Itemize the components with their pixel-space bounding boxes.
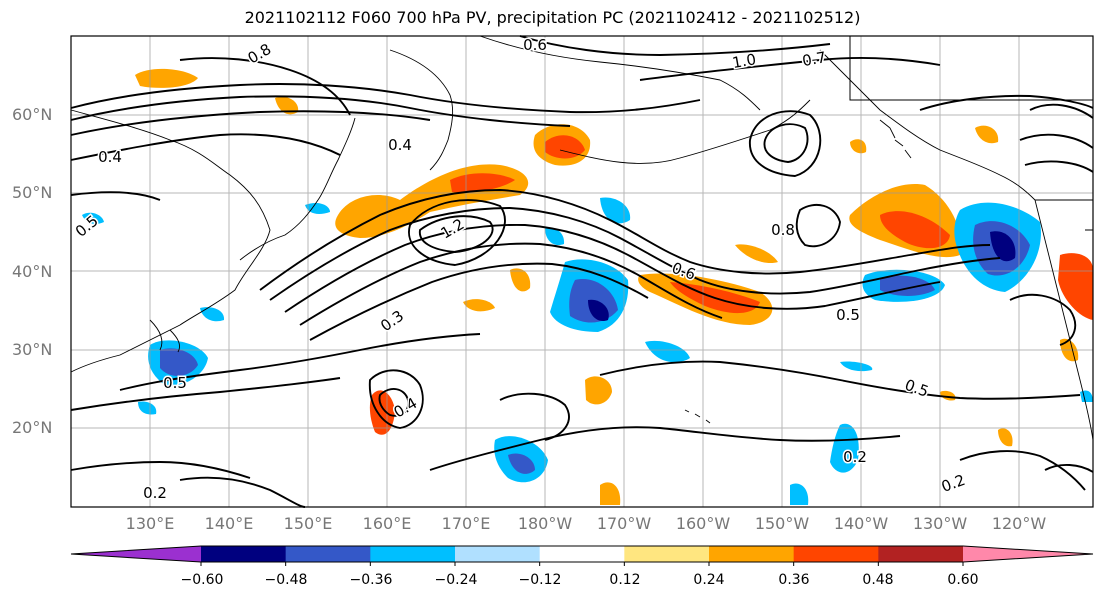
contour-label: 0.6 [523,36,547,54]
coastline-asia [70,109,271,373]
precip-negative-region [82,212,104,224]
colorbar-tick-label: 0.36 [778,572,810,588]
colorbar-tick-label: 0.24 [693,572,725,588]
colorbar-tick-label: −0.36 [349,572,393,588]
colorbar [70,545,1094,566]
lat-label: 40°N [12,262,53,281]
contour-label: 0.2 [143,484,167,502]
lat-label: 60°N [12,105,53,124]
colorbar-tick-label: 0.48 [862,572,894,588]
precip-positive-region [850,139,867,154]
lon-label: 160°E [362,514,412,533]
contour-label: 0.5 [836,306,860,324]
precip-negative-region [645,340,690,363]
coastline-hawaii [684,409,711,424]
map-frame [70,35,1094,508]
lon-label: 150°E [283,514,333,533]
precip-negative-region [305,202,330,214]
precip-negative-region [200,307,225,322]
precip-positive-core [880,211,950,249]
precip-negative-region [790,483,809,505]
coastline-siberia [479,35,761,111]
coastline-philippines [149,319,181,353]
contour-label: 0.8 [771,221,795,239]
precip-negative-core [990,231,1016,262]
contour-label: 0.2 [843,448,867,466]
lat-label: 30°N [12,340,53,359]
lat-label: 50°N [12,183,53,202]
lon-label: 120°W [991,514,1047,533]
lat-label: 20°N [12,418,53,437]
precip-negative-region [545,227,565,246]
colorbar-segment [624,546,710,562]
lon-label: 160°W [675,514,731,533]
lon-label: 130°W [912,514,968,533]
map-title: 2021102112 F060 700 hPa PV, precipitatio… [244,8,861,27]
precip-positive-region [585,376,612,405]
lon-label: 140°E [204,514,254,533]
colorbar-segment [539,546,625,562]
lon-label: 150°W [754,514,810,533]
contour-label: 0.5 [163,374,187,392]
colorbar-segment [878,546,964,562]
colorbar-segment [71,546,201,562]
colorbar-tick-label: 0.12 [609,572,641,588]
contour-label: 0.4 [98,148,122,166]
precip-negative-region [138,401,157,415]
precip-negative-region [840,361,873,372]
coastline-aleutians [559,99,811,164]
contour-label: 0.4 [388,136,412,154]
precip-negative-core [508,453,535,474]
colorbar-tick-label: −0.60 [180,572,224,588]
precip-positive-region [135,68,198,88]
precip-positive-core [545,135,585,159]
colorbar-segment [201,546,287,562]
coastline-alaska [819,49,1036,201]
coastline-north-america [1034,199,1094,441]
precip-positive-region [510,268,531,292]
precip-positive-region [998,428,1013,447]
precip-positive-region [463,299,495,312]
lon-label: 180°W [517,514,573,533]
colorbar-segment [455,546,541,562]
coastlines [70,35,1094,441]
colorbar-tick-label: −0.48 [264,572,308,588]
precip-negative-core [588,299,609,322]
colorbar-tick-label: −0.24 [434,572,478,588]
lon-label: 170°W [596,514,652,533]
colorbar-segment [963,546,1093,562]
colorbar-segment [793,546,879,562]
colorbar-tick-label: 0.60 [947,572,979,588]
colorbar-tick-label: −0.12 [518,572,562,588]
coastline-japan [239,117,356,261]
lon-label: 170°E [441,514,491,533]
lon-label: 140°W [833,514,889,533]
colorbar-segment [285,546,371,562]
coastline-canada-islands [879,119,912,159]
colorbar-segment [370,546,456,562]
colorbar-segment [709,546,795,562]
precip-positive-region [1058,253,1093,320]
pv-contours [70,35,1094,508]
precip-positive-region [275,96,299,115]
precip-negative-region [830,423,859,473]
precip-positive-region [975,125,999,144]
precip-positive-region [600,482,621,505]
precip-shading [82,68,1093,505]
precip-negative-core [160,348,198,376]
precip-positive-region [735,244,778,264]
lon-label: 130°E [125,514,175,533]
precip-negative-region [600,197,631,224]
